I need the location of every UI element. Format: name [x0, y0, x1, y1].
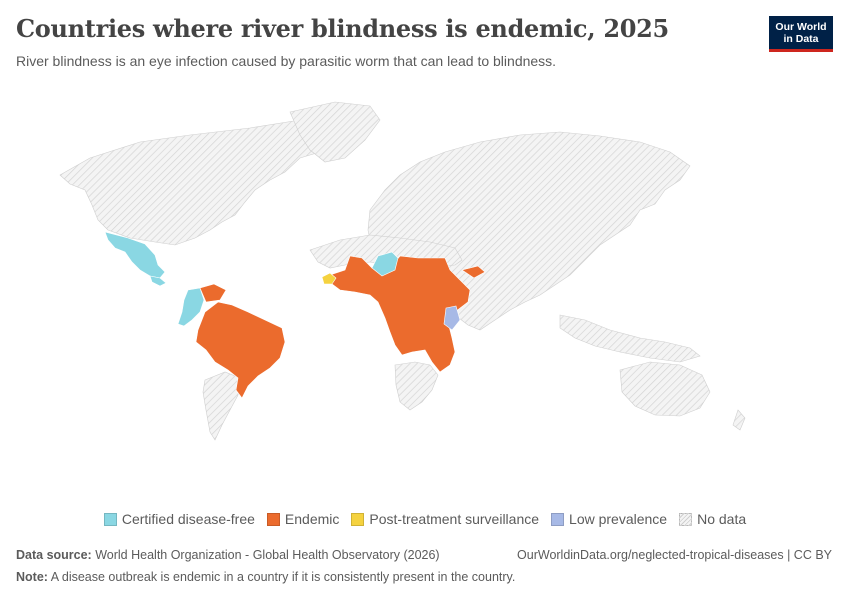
new-zealand-nodata — [732, 409, 746, 431]
legend-label-surveillance: Post-treatment surveillance — [369, 511, 540, 527]
chart-title: Countries where river blindness is endem… — [16, 14, 669, 43]
north-america-nodata — [59, 119, 341, 246]
legend-label-certified: Certified disease-free — [121, 511, 255, 527]
chart-subtitle: River blindness is an eye infection caus… — [16, 53, 557, 69]
legend-swatch-certified — [103, 512, 117, 526]
map-legend: Certified disease-free Endemic Post-trea… — [0, 511, 850, 527]
owid-logo[interactable]: Our World in Data — [769, 16, 833, 52]
legend-item-low-prevalence[interactable]: Low prevalence — [551, 511, 667, 527]
note-text: A disease outbreak is endemic in a count… — [50, 570, 516, 584]
australia-nodata — [619, 361, 711, 417]
data-source-label: Data source: — [16, 548, 92, 562]
logo-line-1: Our World — [775, 21, 827, 33]
guatemala-certified[interactable] — [149, 275, 167, 287]
legend-swatch-no-data — [679, 512, 693, 526]
colombia-certified[interactable] — [177, 287, 205, 327]
legend-swatch-surveillance — [351, 512, 365, 526]
owid-url[interactable]: OurWorldinData.org/neglected-tropical-di… — [517, 548, 832, 562]
south-america-south-nodata — [202, 371, 241, 441]
data-source-link[interactable]: World Health Organization - Global Healt… — [95, 548, 440, 562]
logo-line-2: in Data — [783, 33, 819, 45]
brazil-endemic[interactable] — [195, 301, 286, 399]
legend-item-surveillance[interactable]: Post-treatment surveillance — [351, 511, 539, 527]
chart-note: Note: A disease outbreak is endemic in a… — [16, 570, 832, 584]
legend-label-low-prevalence: Low prevalence — [569, 511, 668, 527]
legend-item-endemic[interactable]: Endemic — [266, 511, 340, 527]
legend-item-certified[interactable]: Certified disease-free — [103, 511, 255, 527]
world-map[interactable] — [0, 80, 850, 500]
senegal-surveillance[interactable] — [321, 272, 337, 285]
legend-swatch-low-prevalence — [551, 512, 565, 526]
legend-label-endemic: Endemic — [284, 511, 340, 527]
greenland-nodata — [289, 101, 381, 163]
yemen-endemic[interactable] — [461, 265, 486, 279]
se-asia-nodata — [559, 314, 701, 363]
legend-label-no-data: No data — [697, 511, 747, 527]
venezuela-endemic[interactable] — [199, 283, 227, 303]
note-label: Note: — [16, 570, 48, 584]
legend-swatch-endemic — [266, 512, 280, 526]
niger-certified[interactable] — [371, 251, 399, 277]
data-source: Data source: World Health Organization -… — [16, 548, 832, 562]
southern-africa-nodata — [394, 361, 439, 411]
kenya-low-prevalence[interactable] — [443, 305, 461, 331]
legend-item-no-data[interactable]: No data — [679, 511, 746, 527]
